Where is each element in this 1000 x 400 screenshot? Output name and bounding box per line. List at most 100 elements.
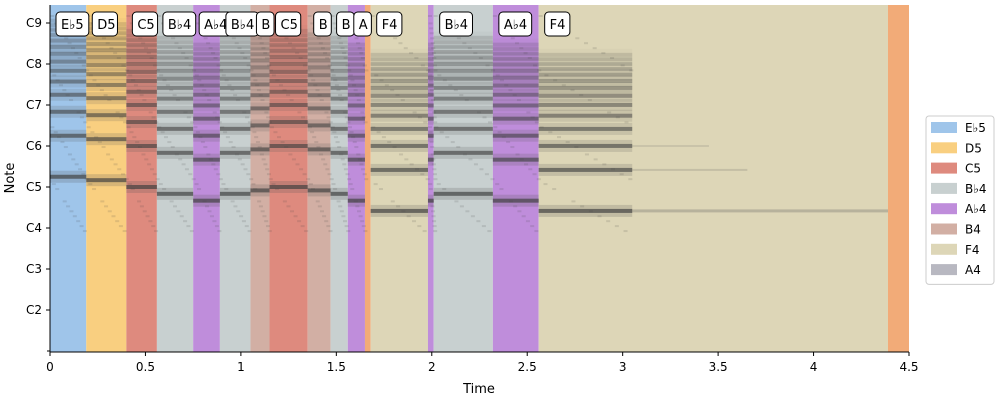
y-tick-label: C3 (26, 262, 42, 276)
noise-speck (583, 42, 588, 45)
noise-speck (623, 230, 628, 233)
noise-speck (588, 210, 593, 213)
harmonic-band (427, 103, 434, 108)
noise-speck (344, 116, 349, 119)
harmonic-band (492, 68, 539, 73)
harmonic-band (156, 40, 194, 45)
harmonic-band (269, 62, 308, 66)
noise-speck (184, 57, 189, 60)
noise-speck (516, 99, 521, 102)
harmonic-glow (250, 48, 270, 61)
noise-speck (347, 178, 352, 181)
noise-speck (519, 158, 524, 161)
noise-speck (358, 215, 363, 218)
harmonic-glow (433, 92, 493, 105)
harmonic-band (193, 83, 220, 88)
harmonic-glow (370, 98, 428, 111)
harmonic-band (269, 55, 308, 60)
noise-speck (82, 230, 87, 233)
noise-speck (310, 22, 315, 25)
noise-speck (320, 47, 325, 50)
noise-speck (203, 37, 208, 40)
noise-speck (154, 230, 159, 233)
noise-speck (450, 141, 455, 144)
legend-label: E♭5 (965, 121, 986, 135)
harmonic-band (433, 96, 493, 101)
noise-speck (50, 15, 54, 17)
legend-label: A♭4 (965, 202, 987, 216)
harmonic-glow (538, 74, 633, 87)
harmonic-band (219, 68, 251, 73)
harmonic-glow (307, 102, 331, 115)
noise-speck (338, 94, 343, 97)
noise-speck (333, 79, 338, 82)
noise-speck (490, 178, 495, 181)
harmonic-band (156, 68, 194, 73)
harmonic-glow (219, 64, 251, 77)
noise-speck (151, 225, 156, 228)
noise-speck (137, 200, 142, 203)
noise-speck (468, 158, 473, 161)
harmonic-band (330, 76, 348, 81)
noise-speck (203, 146, 208, 149)
noise-speck (183, 220, 188, 223)
noise-speck (194, 183, 199, 186)
noise-speck (291, 47, 296, 50)
noise-speck (151, 116, 156, 119)
harmonic-glow (156, 51, 194, 64)
noise-speck (52, 74, 57, 77)
harmonic-band (250, 52, 270, 57)
noise-speck (521, 215, 526, 218)
harmonic-glow (492, 47, 539, 60)
harmonic-band (86, 96, 127, 101)
noise-speck (361, 225, 366, 228)
harmonic-glow (330, 64, 348, 77)
harmonic-band (347, 75, 365, 80)
noise-speck (544, 74, 549, 77)
harmonic-glow (50, 34, 87, 47)
harmonic-band (307, 58, 331, 63)
noise-speck (233, 94, 238, 97)
noise-speck (247, 121, 252, 124)
noise-speck (109, 158, 114, 161)
harmonic-band (427, 62, 434, 67)
segment-label: B♭4 (168, 18, 191, 33)
harmonic-band (156, 44, 194, 49)
noise-speck (445, 136, 450, 139)
segment-7 (269, 5, 308, 352)
harmonic-band (433, 44, 493, 49)
harmonic-glow (330, 146, 348, 159)
segment-4 (193, 5, 220, 352)
noise-speck (361, 168, 366, 171)
noise-speck (212, 220, 217, 223)
harmonic-glow (156, 122, 194, 135)
noise-speck (336, 200, 341, 203)
harmonic-band (219, 191, 251, 196)
noise-speck (105, 42, 110, 45)
noise-speck (321, 158, 326, 161)
harmonic-band (538, 78, 633, 83)
noise-speck (534, 121, 539, 124)
harmonic-glow (433, 45, 493, 58)
legend-frame (925, 115, 995, 285)
noise-speck (430, 153, 435, 156)
segment-label: B (342, 18, 351, 33)
noise-speck (532, 173, 537, 176)
harmonic-glow (269, 65, 308, 78)
noise-speck (245, 116, 250, 119)
harmonic-glow (433, 146, 493, 159)
harmonic-band (347, 92, 365, 97)
noise-speck (364, 178, 369, 181)
noise-speck (81, 64, 86, 67)
harmonic-glow (269, 140, 308, 152)
noise-speck (124, 178, 129, 181)
harmonic-band (433, 109, 493, 114)
noise-speck (360, 57, 365, 60)
harmonic-glow (538, 98, 633, 111)
harmonic-band (50, 59, 87, 64)
segment-5 (219, 5, 251, 352)
harmonic-glow (427, 52, 434, 65)
harmonic-glow (370, 122, 428, 135)
harmonic-glow (126, 58, 157, 70)
noise-speck (233, 205, 238, 208)
